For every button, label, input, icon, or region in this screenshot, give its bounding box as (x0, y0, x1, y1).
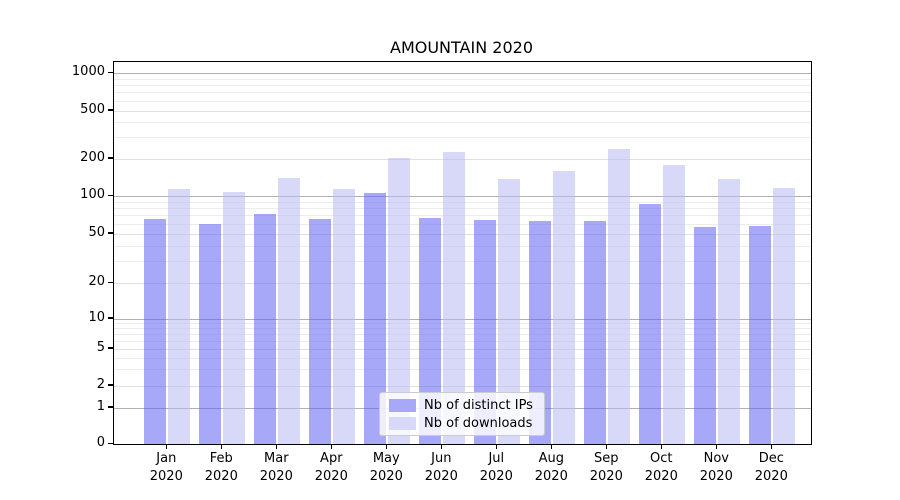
x-tick-mark-may (385, 444, 388, 449)
minor-gridline-400 (114, 122, 811, 124)
minor-gridline-300 (114, 137, 811, 139)
x-tick-label-aug-2020: Aug 2020 (534, 451, 568, 484)
y-tick-label-1000: 1000 (71, 64, 105, 80)
x-tick-label-sep-2020: Sep 2020 (589, 451, 623, 484)
bar-downloads-may (388, 158, 411, 444)
x-tick-label-nov-2020: Nov 2020 (699, 451, 733, 484)
y-tick-label-2: 2 (96, 376, 105, 392)
major-gridline-1000 (114, 73, 811, 75)
bar-distinct-ips-feb (199, 223, 222, 444)
bar-distinct-ips-apr (309, 219, 332, 444)
x-tick-label-feb-2020: Feb 2020 (204, 451, 238, 484)
bar-distinct-ips-aug (529, 221, 552, 444)
bar-downloads-oct (663, 164, 686, 444)
legend-swatch-downloads (389, 416, 416, 430)
bar-downloads-sep (608, 149, 631, 444)
chart-title: AMOUNTAIN 2020 (390, 38, 533, 57)
x-tick-mark-feb (220, 444, 223, 449)
y-tick-mark-2 (108, 384, 113, 386)
x-tick-mark-aug (550, 444, 552, 449)
x-tick-label-jul-2020: Jul 2020 (479, 451, 513, 484)
mid-gridline-500 (114, 110, 811, 112)
x-tick-label-apr-2020: Apr 2020 (314, 451, 348, 484)
x-tick-mark-jan (165, 444, 168, 449)
bar-distinct-ips-oct (639, 203, 662, 444)
legend-item-downloads: Nb of downloads (380, 416, 544, 431)
y-tick-mark-5 (108, 347, 113, 349)
bar-downloads-nov (718, 179, 741, 444)
x-tick-mark-nov (715, 444, 717, 449)
y-tick-label-20: 20 (88, 274, 105, 289)
x-tick-label-jan-2020: Jan 2020 (149, 451, 183, 484)
legend-swatch-distinct-ips (389, 398, 416, 412)
x-tick-mark-mar (275, 444, 278, 449)
legend-item-distinct-ips: Nb of distinct IPs (380, 398, 544, 413)
x-tick-mark-apr (330, 444, 333, 449)
bar-downloads-jan (168, 189, 191, 444)
y-tick-mark-100 (108, 194, 113, 197)
bar-distinct-ips-jan (144, 218, 167, 444)
bar-distinct-ips-nov (694, 227, 717, 444)
x-tick-label-oct-2020: Oct 2020 (644, 451, 678, 484)
y-tick-label-200: 200 (80, 149, 105, 165)
bar-distinct-ips-jun (419, 217, 442, 444)
bar-downloads-aug (553, 171, 576, 444)
x-tick-mark-jun (440, 444, 443, 449)
y-tick-mark-200 (108, 157, 113, 159)
y-tick-label-500: 500 (80, 101, 105, 117)
y-tick-mark-0 (108, 442, 113, 444)
y-tick-label-50: 50 (88, 224, 105, 240)
x-tick-mark-jul (495, 444, 498, 449)
bar-distinct-ips-mar (254, 213, 277, 444)
minor-gridline-800 (114, 85, 811, 87)
x-tick-mark-oct (660, 444, 662, 449)
y-tick-mark-50 (108, 232, 113, 234)
y-tick-mark-1000 (108, 71, 113, 74)
x-tick-label-jun-2020: Jun 2020 (424, 451, 458, 484)
bar-downloads-mar (278, 177, 301, 444)
y-tick-label-100: 100 (80, 187, 105, 203)
y-tick-label-10: 10 (88, 309, 105, 325)
bar-downloads-jul (498, 179, 521, 444)
x-tick-mark-dec (770, 444, 772, 449)
y-tick-label-0: 0 (96, 435, 105, 450)
y-tick-label-5: 5 (96, 339, 105, 355)
y-tick-mark-500 (108, 109, 113, 111)
legend-label-downloads: Nb of downloads (424, 415, 533, 431)
minor-gridline-900 (114, 78, 811, 80)
bar-downloads-apr (333, 188, 356, 444)
plot-area: Nb of distinct IPs Nb of downloads (113, 61, 812, 445)
x-tick-label-dec-2020: Dec 2020 (754, 451, 788, 484)
y-tick-mark-20 (108, 281, 113, 283)
bar-distinct-ips-dec (749, 226, 772, 444)
y-tick-mark-10 (108, 317, 113, 319)
bar-downloads-jun (443, 151, 466, 444)
legend: Nb of distinct IPs Nb of downloads (379, 392, 545, 436)
legend-label-distinct-ips: Nb of distinct IPs (424, 397, 533, 413)
x-tick-mark-sep (605, 444, 607, 449)
x-tick-label-may-2020: May 2020 (369, 451, 403, 484)
y-tick-label-1: 1 (96, 398, 105, 414)
bar-distinct-ips-may (364, 193, 387, 444)
bar-distinct-ips-sep (584, 221, 607, 444)
minor-gridline-600 (114, 100, 811, 102)
bar-distinct-ips-jul (474, 220, 497, 444)
bar-downloads-dec (773, 187, 796, 444)
bar-downloads-feb (223, 192, 246, 444)
x-tick-label-mar-2020: Mar 2020 (259, 451, 293, 484)
minor-gridline-700 (114, 92, 811, 94)
y-tick-mark-1 (108, 406, 113, 408)
